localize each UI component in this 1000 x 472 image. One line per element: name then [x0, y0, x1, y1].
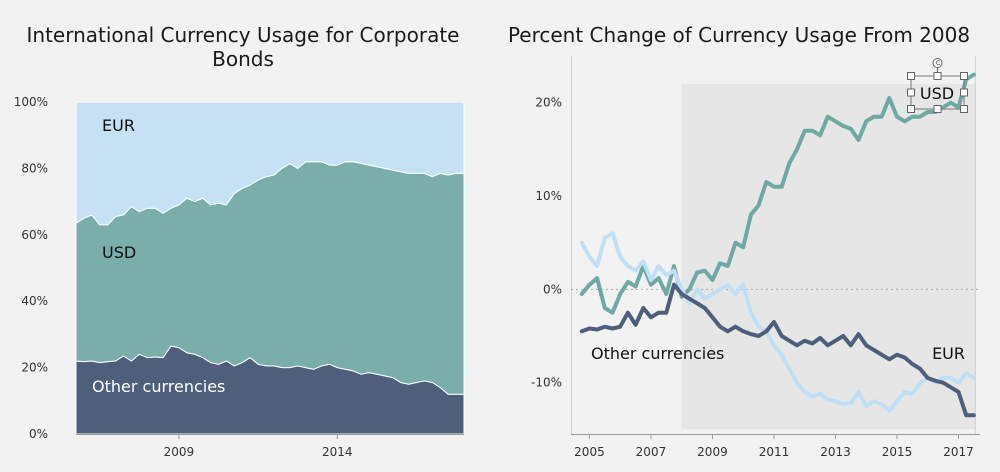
x-axis: 2005 2007 2009 2011 2013 2015 2017: [574, 434, 974, 459]
x-tick-label: 2009: [164, 445, 195, 459]
resize-handle[interactable]: [933, 105, 942, 113]
usd-label-selection[interactable]: [907, 58, 968, 113]
label-usd: USD: [102, 243, 136, 262]
y-tick-label: 20%: [21, 361, 48, 375]
label-other-currencies: Other currencies: [92, 377, 225, 396]
y-axis: -10% 0% 10% 20%: [531, 96, 562, 390]
stacked-area-chart: International Currency Usage for Corpora…: [14, 23, 465, 459]
resize-handle[interactable]: [907, 72, 915, 80]
line-other-currencies: [579, 282, 976, 418]
x-tick-label: 2014: [322, 445, 353, 459]
y-tick-label: 20%: [535, 96, 562, 110]
series-lines: [579, 72, 976, 418]
label-other-currencies: Other currencies: [591, 344, 724, 363]
y-tick-label: 0%: [29, 427, 48, 441]
x-tick-label: 2005: [574, 445, 605, 459]
x-tick-label: 2013: [820, 445, 851, 459]
resize-handle[interactable]: [960, 88, 968, 97]
area-labels: Other currencies USD EUR: [92, 116, 225, 396]
y-tick-label: 0%: [543, 282, 562, 296]
x-tick-label: 2007: [636, 445, 667, 459]
x-axis: 2009 2014: [76, 434, 464, 459]
area-eur: [75, 101, 465, 226]
resize-handle[interactable]: [960, 72, 968, 80]
rotate-arrow-icon: [936, 60, 941, 66]
y-axis: 0% 20% 40% 60% 80% 100%: [14, 95, 48, 441]
y-tick-label: 40%: [21, 294, 48, 308]
resize-handle[interactable]: [907, 88, 915, 97]
resize-handle[interactable]: [960, 105, 968, 113]
line-eur: [579, 231, 976, 413]
label-eur: EUR: [102, 116, 135, 135]
resize-handle[interactable]: [907, 105, 915, 113]
plot-frame: [571, 56, 980, 435]
area-layers: [75, 101, 465, 435]
line-chart: Percent Change of Currency Usage From 20…: [508, 23, 980, 459]
x-tick-label: 2017: [943, 445, 974, 459]
y-tick-label: 60%: [21, 228, 48, 242]
label-eur: EUR: [932, 344, 965, 363]
x-tick-label: 2011: [759, 445, 790, 459]
x-tick-label: 2009: [697, 445, 728, 459]
y-tick-label: 10%: [535, 189, 562, 203]
y-tick-label: 100%: [14, 95, 48, 109]
chart-title-line-1: International Currency Usage for Corpora…: [27, 23, 460, 47]
label-usd: USD: [920, 84, 954, 103]
resize-handle[interactable]: [933, 72, 942, 80]
y-tick-label: 80%: [21, 161, 48, 175]
y-tick-label: -10%: [531, 376, 562, 390]
chart-title-line-2: Bonds: [212, 47, 274, 71]
x-tick-label: 2015: [882, 445, 913, 459]
chart-title: Percent Change of Currency Usage From 20…: [508, 23, 970, 47]
rotate-handle-icon[interactable]: [932, 58, 943, 68]
series-labels: USD EUR Other currencies: [591, 58, 968, 363]
